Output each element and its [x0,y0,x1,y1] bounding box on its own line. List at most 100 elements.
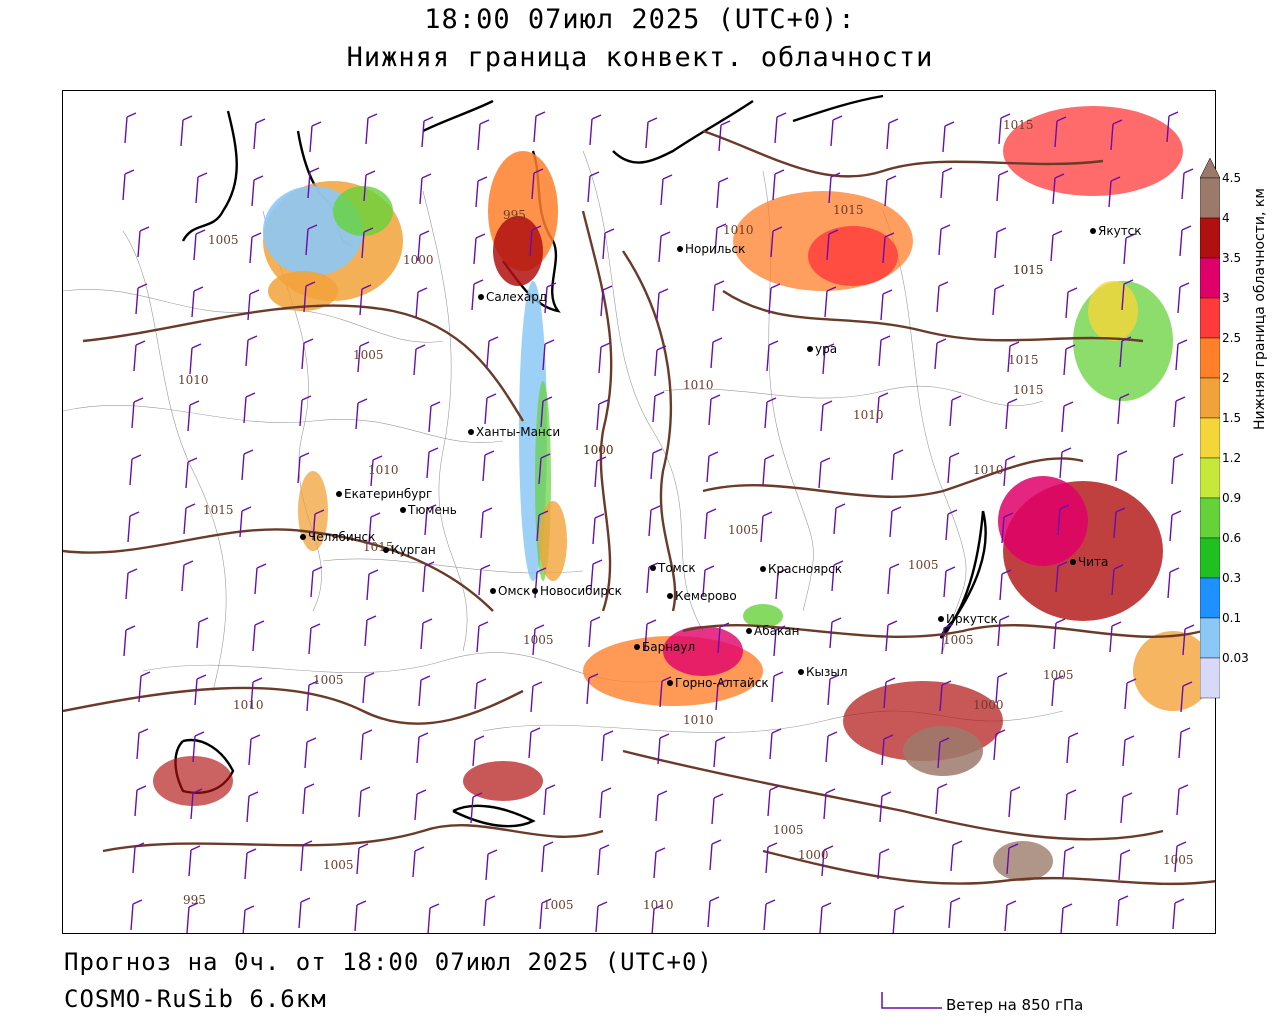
wind-barb [300,840,313,872]
wind-barb [945,509,958,541]
wind-barb [772,169,785,201]
wind-barb [770,226,783,258]
wind-barb [186,902,199,933]
wind-barb [764,397,777,429]
wind-barb [887,563,900,595]
isobar-label: 1005 [908,558,939,572]
wind-barb [470,792,483,824]
wind-barb [192,731,205,763]
wind-barb [531,168,544,200]
wind-barb [427,903,440,933]
city-marker [478,294,484,300]
wind-barb [823,788,836,820]
city-label: Абакан [754,624,799,638]
wind-barb [949,395,962,427]
map-subtitle: Нижняя граница конвект. облачности [346,42,934,73]
legend-tick-label: 4 [1222,211,1230,225]
wind-barb [183,503,196,535]
wind-barb [1180,681,1193,713]
wind-barb [312,509,325,541]
wind-barb [421,116,434,148]
city-label: ура [815,342,837,356]
wind-barb [1007,341,1020,373]
wind-barb [424,504,437,536]
wind-barb [712,280,725,312]
wind-barb [1115,450,1128,482]
legend-tick-label: 0.6 [1222,531,1242,545]
isobar-label: 1010 [643,898,674,912]
wind-barb [370,455,383,487]
legend-tick-label: 0.03 [1222,651,1249,665]
isobar-label: 1000 [973,698,1004,712]
wind-barb [124,112,137,144]
wind-barb [125,568,138,600]
wind-barb [999,569,1012,601]
city-markers: Норильск Салехард Ханты-Манси Екатеринбург Т… [300,224,1142,690]
wind-barb [1060,903,1073,933]
forecast-map[interactable]: 1005 1000 1005 1010 1015 1015 1010 1005 1010 1005… [62,90,1216,934]
city-marker [798,669,804,675]
wind-barb [1051,675,1064,707]
wind-barb [818,457,831,489]
wind-barb [1064,789,1077,821]
city-label: Иркутск [946,612,998,626]
isobar-label: 1010 [178,373,209,387]
wind-barb [180,115,193,147]
isobar-label: 1010 [683,378,714,392]
wind-barb [773,625,786,657]
cloud-base-fields [153,106,1213,881]
wind-barb [416,732,429,764]
wind-barb [366,569,379,601]
wind-barb [645,117,658,149]
isobar-label: 995 [503,208,526,222]
wind-barb [412,846,425,878]
wind-barb [241,449,254,481]
city-label: Екатеринбург [344,487,432,501]
legend-tick-label: 0.3 [1222,571,1242,585]
wind-barb [892,905,905,933]
isobar-label: 1005 [208,233,239,247]
wind-barb [422,561,435,593]
city-marker [400,507,406,513]
wind-barb [305,224,318,256]
wind-barb [1118,849,1131,881]
isobar-label: 1000 [403,253,434,267]
legend-tick-label: 2 [1222,371,1230,385]
wind-barb [819,902,832,933]
wind-barb [136,728,149,760]
wind-barb [185,457,198,489]
wind-barb [187,400,200,432]
isobar-label: 1015 [1013,383,1044,397]
wind-barb [359,284,372,316]
wind-barb [247,289,260,321]
legend-tick-label: 3 [1222,291,1230,305]
isobar-label: 1015 [1008,353,1039,367]
map-canvas: 1005 1000 1005 1010 1015 1015 1010 1005 1010 1005… [63,94,1215,933]
wind-barb [541,841,554,873]
wind-barb [950,840,963,872]
city-marker [677,246,683,252]
wind-barb [254,563,267,595]
wind-barb [936,281,949,313]
wind-barb [935,783,948,815]
city-label: Салехард [486,290,547,304]
wind-barb [364,615,377,647]
wind-barb [484,393,497,425]
legend-arrow-top [1200,158,1220,179]
wind-barb [830,115,843,147]
wind-barb [249,232,262,264]
city-label: Тюмень [407,503,457,517]
wind-barb [1117,393,1130,425]
wind-barb [1003,455,1016,487]
wind-barb [251,175,264,207]
wind-barb [769,728,782,760]
model-text: COSMO-RuSib 6.6км [64,985,327,1013]
wind-barb [475,176,488,208]
wind-barb [883,677,896,709]
legend-band [1200,537,1220,579]
wind-barb [356,843,369,875]
wind-barb [1110,119,1123,151]
wind-barb [360,729,373,761]
wind-barb [831,560,844,592]
wind-barb [304,737,317,769]
